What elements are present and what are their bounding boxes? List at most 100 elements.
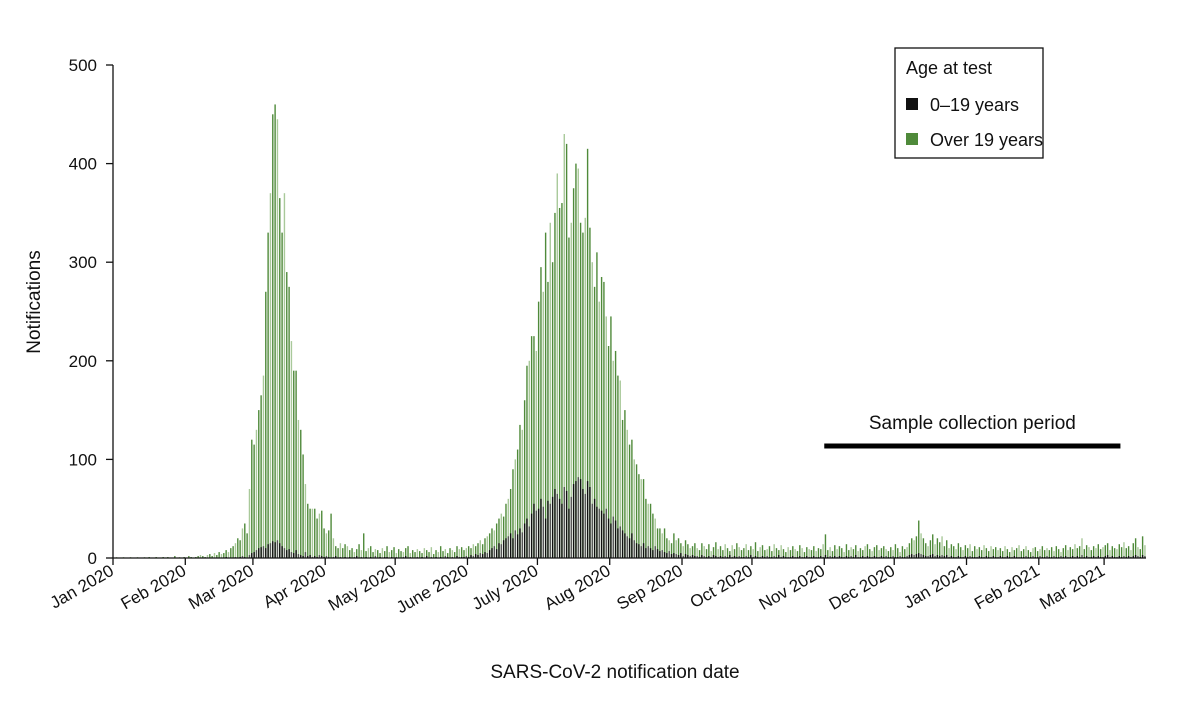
bar-over-19 — [904, 549, 906, 558]
bar-over-19 — [624, 410, 626, 558]
bar-0-19 — [985, 556, 988, 558]
bar-0-19 — [661, 550, 663, 558]
bar-over-19 — [635, 464, 638, 558]
bar-0-19 — [472, 556, 475, 558]
bar-over-19 — [330, 513, 332, 558]
bar-over-19 — [272, 114, 274, 559]
bar-over-19 — [827, 550, 829, 558]
bar-0-19 — [719, 556, 722, 558]
bar-0-19 — [624, 533, 626, 558]
bar-over-19 — [603, 281, 605, 558]
bar-over-19 — [1095, 548, 1097, 558]
bar-0-19 — [542, 506, 544, 558]
bar-0-19 — [509, 533, 512, 558]
bar-0-19 — [668, 551, 670, 558]
bar-over-19 — [1120, 547, 1123, 558]
bar-0-19 — [670, 554, 673, 558]
bar-over-19 — [267, 232, 269, 558]
bar-over-19 — [1071, 549, 1074, 558]
bar-over-19 — [922, 538, 925, 558]
bar-over-19 — [563, 134, 565, 558]
bar-over-19 — [934, 544, 936, 558]
bar-0-19 — [470, 555, 472, 558]
bar-over-19 — [974, 546, 976, 558]
bar-0-19 — [444, 556, 447, 558]
bar-over-19 — [736, 543, 738, 558]
bar-over-19 — [1144, 545, 1146, 558]
bar-0-19 — [1111, 556, 1113, 558]
bar-over-19 — [197, 556, 199, 558]
bar-over-19 — [1001, 551, 1004, 558]
bar-over-19 — [738, 547, 740, 558]
bar-over-19 — [612, 360, 614, 558]
bar-0-19 — [521, 532, 523, 558]
bar-over-19 — [239, 540, 241, 558]
bar-over-19 — [342, 548, 344, 558]
legend-label-over-19: Over 19 years — [930, 130, 1043, 150]
bar-over-19 — [493, 530, 496, 558]
bar-0-19 — [600, 510, 603, 558]
bar-0-19 — [1137, 556, 1139, 558]
bar-0-19 — [1006, 556, 1009, 558]
bar-over-19 — [230, 548, 232, 558]
bar-0-19 — [314, 556, 316, 558]
bar-over-19 — [1043, 550, 1046, 558]
bar-over-19 — [822, 544, 824, 558]
bar-0-19 — [1118, 556, 1120, 558]
bar-over-19 — [211, 556, 213, 558]
bar-0-19 — [654, 546, 656, 558]
bar-over-19 — [892, 550, 894, 558]
sample-collection-period-label: Sample collection period — [869, 413, 1076, 434]
bar-over-19 — [831, 551, 834, 558]
bar-0-19 — [260, 547, 262, 558]
bar-over-19 — [274, 104, 276, 558]
bar-over-19 — [372, 552, 374, 558]
bar-over-19 — [216, 555, 218, 558]
bar-0-19 — [684, 554, 687, 558]
bar-0-19 — [405, 556, 407, 558]
bar-over-19 — [281, 232, 283, 558]
bar-0-19 — [687, 555, 689, 558]
bar-0-19 — [908, 555, 911, 558]
bar-over-19 — [918, 520, 920, 558]
bar-0-19 — [1127, 556, 1130, 558]
bar-0-19 — [715, 556, 717, 558]
bar-over-19 — [808, 549, 810, 558]
bar-over-19 — [470, 548, 472, 558]
bar-over-19 — [549, 222, 551, 558]
y-ticks: 0 100 200 300 400 500 — [69, 56, 113, 568]
bar-0-19 — [932, 554, 934, 558]
bar-0-19 — [915, 554, 918, 558]
bar-0-19 — [799, 556, 801, 558]
bar-over-19 — [771, 551, 773, 558]
bar-over-19 — [913, 540, 915, 558]
bar-over-19 — [841, 548, 843, 558]
bar-0-19 — [633, 540, 635, 558]
bar-over-19 — [920, 533, 922, 558]
bar-over-19 — [990, 546, 992, 558]
bar-over-19 — [866, 544, 869, 558]
bar-over-19 — [1048, 550, 1051, 558]
bar-0-19 — [577, 477, 579, 558]
bar-0-19 — [565, 490, 568, 558]
legend-label-0-19: 0–19 years — [930, 95, 1019, 115]
bar-over-19 — [377, 550, 379, 558]
bar-0-19 — [425, 556, 428, 558]
bar-over-19 — [750, 546, 752, 558]
bar-over-19 — [1102, 547, 1104, 558]
x-axis-title: SARS-CoV-2 notification date — [490, 662, 739, 683]
bar-over-19 — [1118, 544, 1120, 558]
bar-0-19 — [1134, 555, 1137, 558]
bar-0-19 — [568, 508, 570, 558]
bar-0-19 — [1132, 556, 1134, 558]
bar-over-19 — [523, 400, 526, 558]
bar-0-19 — [677, 555, 680, 558]
bar-0-19 — [617, 528, 619, 558]
bar-over-19 — [873, 547, 876, 558]
bar-over-19 — [1032, 548, 1034, 558]
bars-over-19 — [115, 104, 1146, 559]
bar-0-19 — [474, 554, 477, 558]
bar-over-19 — [425, 550, 428, 558]
bar-over-19 — [386, 546, 388, 558]
x-tick-label: Feb 2020 — [118, 561, 190, 613]
